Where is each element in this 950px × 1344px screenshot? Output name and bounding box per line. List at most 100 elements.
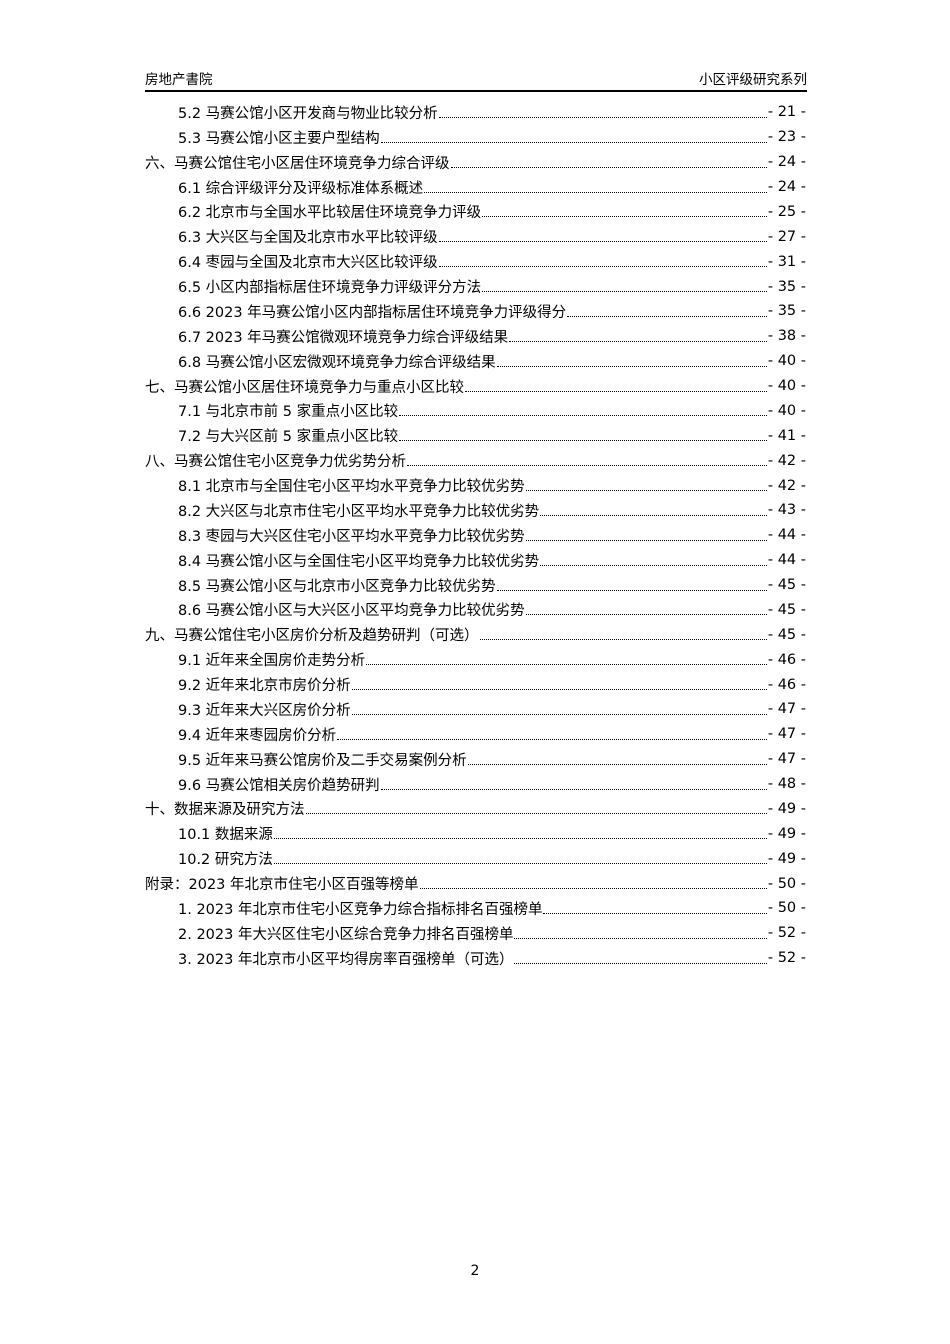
toc-entry-title: 六、马赛公馆住宅小区居住环境竞争力综合评级 — [145, 155, 450, 172]
toc-entry-title: 7.1 与北京市前 5 家重点小区比较 — [178, 404, 399, 421]
toc-entry[interactable]: 9.1 近年来全国房价走势分析 - 46 - — [145, 647, 806, 672]
toc-entry[interactable]: 7.2 与大兴区前 5 家重点小区比较 - 41 - — [145, 423, 806, 448]
toc-entry-page: - 35 - — [767, 278, 806, 295]
toc-entry[interactable]: 9.4 近年来枣园房价分析 - 47 - — [145, 722, 806, 747]
toc-entry-title: 5.3 马赛公馆小区主要户型结构 — [178, 130, 380, 147]
toc-entry-page: - 48 - — [767, 776, 806, 793]
toc-entry-page: - 38 - — [767, 328, 806, 345]
toc-dot-leader — [540, 514, 767, 516]
toc-entry-page: - 42 - — [767, 477, 806, 494]
toc-entry-title: 9.1 近年来全国房价走势分析 — [178, 653, 366, 670]
toc-dot-leader — [514, 962, 767, 964]
toc-entry[interactable]: 6.8 马赛公馆小区宏微观环境竞争力综合评级结果 - 40 - — [145, 349, 806, 374]
toc-entry-page: - 27 - — [767, 228, 806, 245]
toc-entry[interactable]: 9.5 近年来马赛公馆房价及二手交易案例分析 - 47 - — [145, 747, 806, 772]
toc-entry-title: 6.6 2023 年马赛公馆小区内部指标居住环境竞争力评级得分 — [178, 304, 567, 321]
toc-dot-leader — [540, 564, 767, 566]
toc-entry-page: - 45 - — [767, 626, 806, 643]
toc-entry[interactable]: 9.2 近年来北京市房价分析 - 46 - — [145, 672, 806, 697]
toc-entry[interactable]: 附录：2023 年北京市住宅小区百强等榜单 - 50 - — [145, 871, 806, 896]
toc-entry-page: - 31 - — [767, 253, 806, 270]
toc-entry[interactable]: 7.1 与北京市前 5 家重点小区比较 - 40 - — [145, 399, 806, 424]
toc-entry[interactable]: 8.1 北京市与全国住宅小区平均水平竞争力比较优劣势 - 42 - — [145, 473, 806, 498]
toc-entry[interactable]: 1. 2023 年北京市住宅小区竞争力综合指标排名百强榜单 - 50 - — [145, 896, 806, 921]
toc-dot-leader — [351, 689, 767, 691]
page-number: 2 — [470, 1263, 480, 1279]
toc-entry-page: - 44 - — [767, 552, 806, 569]
toc-entry-title: 6.7 2023 年马赛公馆微观环境竞争力综合评级结果 — [178, 329, 509, 346]
toc-entry-page: - 45 - — [767, 577, 806, 594]
toc-entry[interactable]: 9.3 近年来大兴区房价分析 - 47 - — [145, 697, 806, 722]
toc-entry-page: - 24 - — [767, 154, 806, 171]
toc-dot-leader — [465, 390, 767, 392]
toc-entry[interactable]: 9.6 马赛公馆相关房价趋势研判 - 48 - — [145, 772, 806, 797]
toc-entry[interactable]: 3. 2023 年北京市小区平均得房率百强榜单（可选） - 52 - — [145, 946, 806, 971]
toc-entry[interactable]: 6.5 小区内部指标居住环境竞争力评级评分方法 - 35 - — [145, 274, 806, 299]
toc-entry-page: - 49 - — [767, 825, 806, 842]
toc-entry-page: - 43 - — [767, 502, 806, 519]
toc-entry-title: 9.3 近年来大兴区房价分析 — [178, 702, 351, 719]
toc-entry-title: 5.2 马赛公馆小区开发商与物业比较分析 — [178, 105, 438, 122]
toc-entry-page: - 49 - — [767, 800, 806, 817]
toc-entry-title: 6.3 大兴区与全国及北京市水平比较评级 — [178, 230, 438, 247]
toc-dot-leader — [514, 937, 767, 939]
toc-entry[interactable]: 8.5 马赛公馆小区与北京市小区竞争力比较优劣势 - 45 - — [145, 573, 806, 598]
toc-entry-title: 7.2 与大兴区前 5 家重点小区比较 — [178, 429, 399, 446]
toc-entry[interactable]: 6.7 2023 年马赛公馆微观环境竞争力综合评级结果 - 38 - — [145, 324, 806, 349]
toc-entry-page: - 44 - — [767, 527, 806, 544]
toc-entry[interactable]: 8.2 大兴区与北京市住宅小区平均水平竞争力比较优劣势 - 43 - — [145, 498, 806, 523]
toc-entry-page: - 40 - — [767, 378, 806, 395]
page-header: 房地产書院 小区评级研究系列 — [145, 66, 807, 92]
toc-entry[interactable]: 8.6 马赛公馆小区与大兴区小区平均竞争力比较优劣势 - 45 - — [145, 598, 806, 623]
toc-entry-title: 8.2 大兴区与北京市住宅小区平均水平竞争力比较优劣势 — [178, 503, 540, 520]
toc-entry-title: 6.2 北京市与全国水平比较居住环境竞争力评级 — [178, 205, 482, 222]
toc-entry[interactable]: 5.2 马赛公馆小区开发商与物业比较分析 - 21 - — [145, 100, 806, 125]
toc-entry[interactable]: 六、马赛公馆住宅小区居住环境竞争力综合评级 - 24 - — [145, 150, 806, 175]
table-of-contents: 5.2 马赛公馆小区开发商与物业比较分析 - 21 - 5.3 马赛公馆小区主要户型… — [145, 100, 806, 971]
toc-entry-page: - 47 - — [767, 726, 806, 743]
toc-entry-title: 附录：2023 年北京市住宅小区百强等榜单 — [145, 877, 419, 894]
toc-entry-page: - 35 - — [767, 303, 806, 320]
toc-entry[interactable]: 10.1 数据来源 - 49 - — [145, 821, 806, 846]
toc-entry-title: 8.3 枣园与大兴区住宅小区平均水平竞争力比较优劣势 — [178, 528, 525, 545]
toc-dot-leader — [424, 191, 767, 193]
toc-entry[interactable]: 6.1 综合评级评分及评级标准体系概述 - 24 - — [145, 175, 806, 200]
toc-entry[interactable]: 8.4 马赛公馆小区与全国住宅小区平均竞争力比较优劣势 - 44 - — [145, 548, 806, 573]
toc-dot-leader — [337, 738, 767, 740]
toc-entry[interactable]: 2. 2023 年大兴区住宅小区综合竞争力排名百强榜单 - 52 - — [145, 921, 806, 946]
toc-dot-leader — [525, 490, 767, 492]
toc-entry-title: 10.2 研究方法 — [178, 852, 273, 869]
header-publisher: 房地产書院 — [145, 72, 213, 88]
toc-entry[interactable]: 6.2 北京市与全国水平比较居住环境竞争力评级 - 25 - — [145, 200, 806, 225]
toc-entry-title: 10.1 数据来源 — [178, 827, 273, 844]
toc-entry-title: 8.4 马赛公馆小区与全国住宅小区平均竞争力比较优劣势 — [178, 553, 540, 570]
header-series: 小区评级研究系列 — [699, 72, 807, 88]
toc-entry[interactable]: 8.3 枣园与大兴区住宅小区平均水平竞争力比较优劣势 - 44 - — [145, 523, 806, 548]
toc-entry[interactable]: 八、马赛公馆住宅小区竞争力优劣势分析 - 42 - — [145, 448, 806, 473]
toc-dot-leader — [273, 838, 767, 840]
toc-dot-leader — [438, 266, 767, 268]
toc-entry[interactable]: 6.3 大兴区与全国及北京市水平比较评级 - 27 - — [145, 224, 806, 249]
toc-entry-page: - 23 - — [767, 129, 806, 146]
toc-entry[interactable]: 5.3 马赛公馆小区主要户型结构 - 23 - — [145, 125, 806, 150]
toc-entry-page: - 50 - — [767, 900, 806, 917]
toc-entry-page: - 24 - — [767, 179, 806, 196]
toc-entry-page: - 49 - — [767, 850, 806, 867]
toc-entry[interactable]: 十、数据来源及研究方法 - 49 - — [145, 797, 806, 822]
toc-entry[interactable]: 6.4 枣园与全国及北京市大兴区比较评级 - 31 - — [145, 249, 806, 274]
toc-dot-leader — [496, 365, 767, 367]
toc-entry[interactable]: 6.6 2023 年马赛公馆小区内部指标居住环境竞争力评级得分 - 35 - — [145, 299, 806, 324]
toc-entry-page: - 41 - — [767, 427, 806, 444]
toc-entry[interactable]: 10.2 研究方法 - 49 - — [145, 846, 806, 871]
toc-entry-title: 九、马赛公馆住宅小区房价分析及趋势研判（可选） — [145, 628, 479, 645]
toc-entry-page: - 25 - — [767, 203, 806, 220]
toc-entry[interactable]: 七、马赛公馆小区居住环境竞争力与重点小区比较 - 40 - — [145, 374, 806, 399]
toc-entry[interactable]: 九、马赛公馆住宅小区房价分析及趋势研判（可选） - 45 - — [145, 622, 806, 647]
toc-entry-title: 2. 2023 年大兴区住宅小区综合竞争力排名百强榜单 — [178, 926, 514, 943]
toc-entry-title: 6.5 小区内部指标居住环境竞争力评级评分方法 — [178, 280, 482, 297]
toc-dot-leader — [305, 813, 767, 815]
toc-dot-leader — [399, 415, 767, 417]
toc-entry-title: 七、马赛公馆小区居住环境竞争力与重点小区比较 — [145, 379, 464, 396]
toc-entry-page: - 45 - — [767, 601, 806, 618]
toc-entry-title: 9.4 近年来枣园房价分析 — [178, 727, 337, 744]
